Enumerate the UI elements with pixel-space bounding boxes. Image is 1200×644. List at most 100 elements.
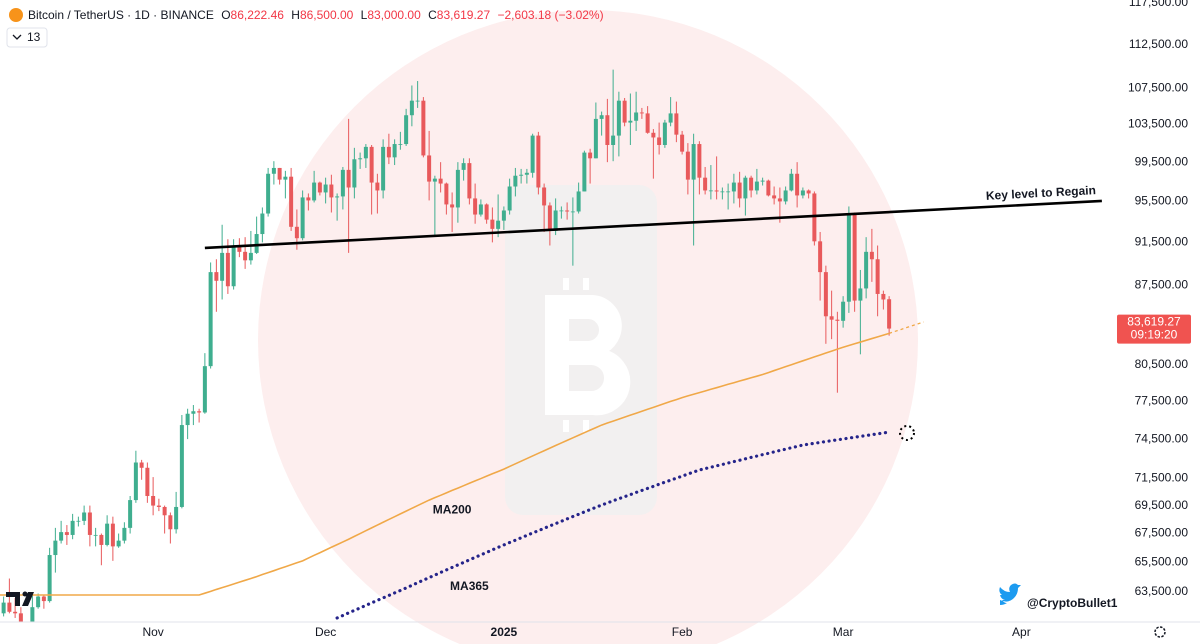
settings-icon[interactable] (1154, 626, 1166, 638)
candle-body (427, 155, 432, 182)
candle-body (82, 512, 87, 521)
price-tag-label: 83,619.27 (1127, 315, 1181, 329)
logo-dot (22, 591, 28, 597)
candle-body (553, 210, 558, 231)
candle-body (519, 174, 524, 176)
ohlc-value: 83,619.27 (437, 8, 491, 22)
candle-body (404, 115, 409, 145)
y-tick-label: 74,500.00 (1135, 431, 1189, 445)
candle-body (70, 520, 75, 535)
candle-body (628, 120, 633, 123)
candle-body (783, 190, 788, 202)
candle-body (749, 177, 754, 191)
candle-body (823, 272, 828, 317)
candle-body (415, 100, 420, 102)
candle-body (432, 178, 437, 182)
y-tick-label: 63,500.00 (1135, 584, 1189, 598)
candle-body (703, 177, 708, 191)
y-tick-label: 91,500.00 (1135, 235, 1189, 249)
candle-body (777, 198, 782, 202)
candle-body (116, 540, 121, 547)
y-tick-label: 71,500.00 (1135, 471, 1189, 485)
candle-body (605, 115, 610, 145)
candle-body (829, 316, 834, 320)
candle-body (283, 176, 288, 180)
ohlc-value: 86,222.46 (231, 8, 285, 22)
y-tick-label: 99,500.00 (1135, 154, 1189, 168)
candle-body (289, 176, 294, 227)
candle-body (352, 159, 357, 188)
candle-body (162, 506, 167, 516)
candle-body (110, 523, 115, 547)
ohlc-value: 86,500.00 (300, 8, 354, 22)
candle-body (559, 210, 564, 212)
candle-body (841, 301, 846, 321)
watermark-logo (545, 278, 631, 432)
candle-body (708, 190, 713, 192)
candle-body (795, 173, 800, 196)
plot-area (0, 69, 924, 622)
candle-body (197, 411, 202, 413)
candle-body (145, 467, 150, 496)
candle-body (846, 213, 851, 302)
candle-body (800, 190, 805, 196)
candle-body (536, 135, 541, 188)
ma-line (0, 332, 890, 596)
spinner (899, 425, 915, 441)
candle-body (381, 146, 386, 191)
candle-body (398, 144, 403, 145)
candle-body (467, 163, 472, 199)
symbol-title: Bitcoin / TetherUS · 1D · BINANCE (28, 8, 214, 22)
candle-body (668, 113, 673, 123)
candle-body (743, 177, 748, 199)
x-tick-label: Dec (315, 625, 336, 639)
x-tick-label: Nov (142, 625, 163, 639)
candle-body (36, 596, 41, 608)
price-tag-countdown: 09:19:20 (1131, 328, 1178, 342)
candle-body (191, 411, 196, 414)
candle-body (64, 532, 69, 535)
candle-body (639, 112, 644, 114)
candle-body (478, 204, 483, 215)
y-tick-label: 112,500.00 (1129, 37, 1188, 51)
candle-body (76, 520, 81, 522)
x-tick-label: Mar (833, 625, 854, 639)
candle-body (461, 163, 466, 170)
candle-body (565, 210, 570, 212)
candle-body (87, 512, 92, 535)
candle-body (881, 293, 886, 300)
y-tick-label: 69,500.00 (1135, 498, 1189, 512)
candle-body (812, 193, 817, 242)
candle-body (438, 178, 443, 184)
candle-body (346, 169, 351, 188)
y-tick-label: 80,500.00 (1135, 357, 1189, 371)
candle-body (490, 219, 495, 229)
candle-body (271, 167, 276, 174)
coin-icon (9, 8, 23, 22)
price-tag (1117, 314, 1191, 344)
candle-body (7, 602, 12, 612)
annotation-label: Key level to Regain (986, 183, 1097, 203)
line-label: MA200 (433, 503, 472, 517)
ohlc-key: L (361, 8, 368, 22)
indicator-count: 13 (27, 30, 41, 44)
candle-body (312, 182, 317, 201)
candle-body (59, 532, 64, 541)
y-tick-label: 103,500.00 (1128, 117, 1188, 131)
tv-logo (6, 591, 34, 606)
candle-body (887, 299, 892, 329)
candle-body (662, 122, 667, 145)
candle-body (93, 534, 98, 536)
candle-body (582, 152, 587, 192)
candle-body (507, 186, 512, 211)
indicator-toggle[interactable] (6, 27, 48, 48)
candle-body (335, 196, 340, 198)
candle-body (869, 251, 874, 260)
candle-body (13, 611, 18, 614)
candle-body (645, 113, 650, 133)
candle-body (611, 135, 616, 145)
candle-body (697, 144, 702, 178)
candle-body (616, 100, 621, 136)
candle-body (547, 205, 552, 231)
